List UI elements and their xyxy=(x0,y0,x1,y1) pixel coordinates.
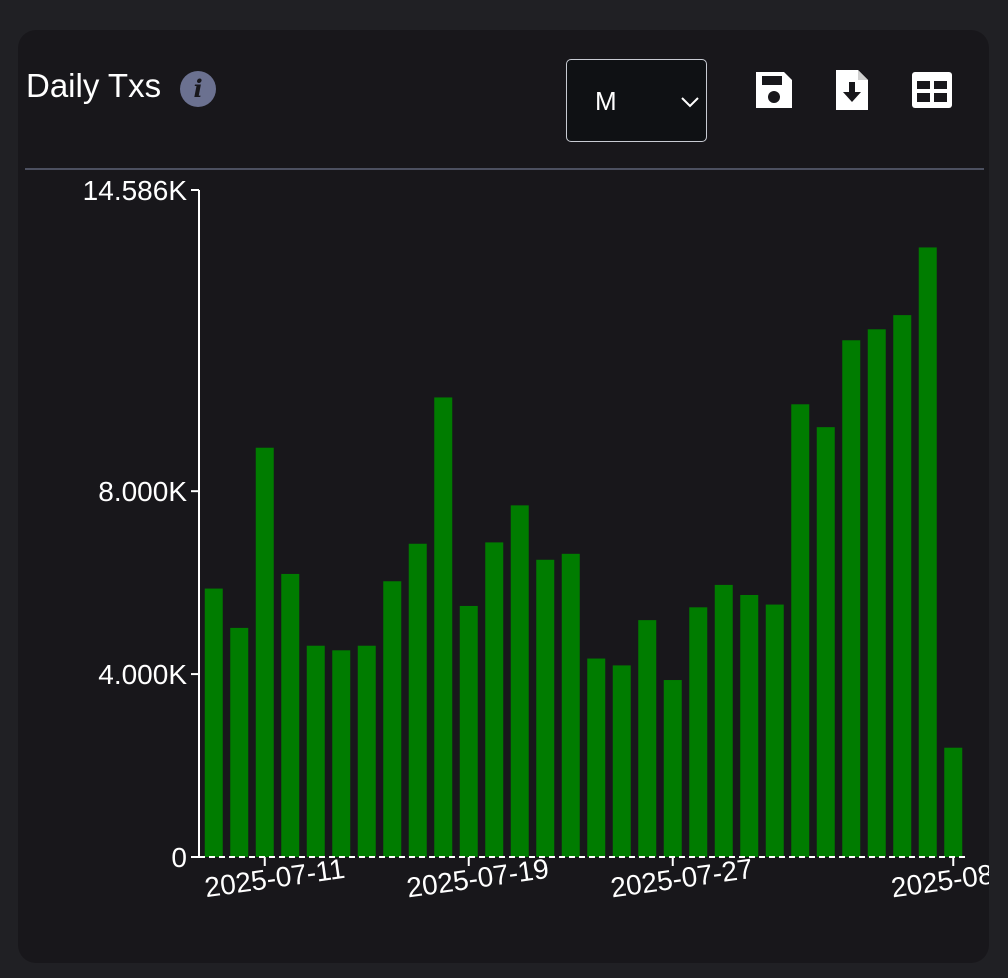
bar xyxy=(765,604,784,857)
bar xyxy=(893,315,912,857)
table-view-icon[interactable] xyxy=(910,68,954,112)
bar xyxy=(612,665,631,857)
y-tick-label: 8.000K xyxy=(98,476,187,507)
bar xyxy=(204,588,223,857)
y-tick-label: 4.000K xyxy=(98,659,187,690)
bar xyxy=(434,397,453,857)
bar xyxy=(383,581,402,857)
bar xyxy=(587,658,606,857)
bar xyxy=(408,543,427,857)
bar xyxy=(918,247,937,857)
x-tick-label: 2025-07-11 xyxy=(203,853,347,903)
bar xyxy=(357,645,376,857)
bar xyxy=(816,427,835,857)
bar xyxy=(842,340,861,857)
bar xyxy=(255,447,274,857)
bar xyxy=(332,650,351,857)
bar xyxy=(230,627,249,857)
download-icon[interactable] xyxy=(830,68,874,112)
bar xyxy=(791,404,810,857)
bar xyxy=(638,620,657,857)
bar xyxy=(306,645,325,857)
x-tick-label: 2025-08-07 xyxy=(889,853,989,904)
chevron-down-icon xyxy=(681,97,699,108)
bar xyxy=(944,747,963,857)
bar xyxy=(561,553,580,857)
y-tick-label: 0 xyxy=(171,842,187,873)
bar xyxy=(510,505,529,857)
info-icon[interactable]: i xyxy=(180,71,216,107)
x-tick-label: 2025-07-19 xyxy=(405,853,551,904)
bar xyxy=(740,594,759,857)
bar-chart: 0 4.000K 8.000K 14.586K 2025-07-11 2025-07-19… xyxy=(83,175,989,904)
interval-select[interactable]: M xyxy=(566,59,707,142)
x-tick-label: 2025-07-27 xyxy=(609,853,755,904)
bar xyxy=(281,573,300,857)
chart-card: Daily Txs i M 0 4.000K 8.000K 14.586K 2025-0… xyxy=(18,30,989,963)
bar xyxy=(459,605,478,857)
chart-title: Daily Txs xyxy=(26,67,162,104)
bar xyxy=(485,542,504,857)
bar xyxy=(663,680,682,857)
interval-select-value: M xyxy=(595,86,617,116)
header-divider xyxy=(25,168,984,170)
y-tick-label: 14.586K xyxy=(83,175,188,206)
bar xyxy=(689,607,708,857)
bar xyxy=(714,584,733,857)
bar xyxy=(536,559,555,857)
save-icon[interactable] xyxy=(752,68,796,112)
bar xyxy=(867,329,886,857)
